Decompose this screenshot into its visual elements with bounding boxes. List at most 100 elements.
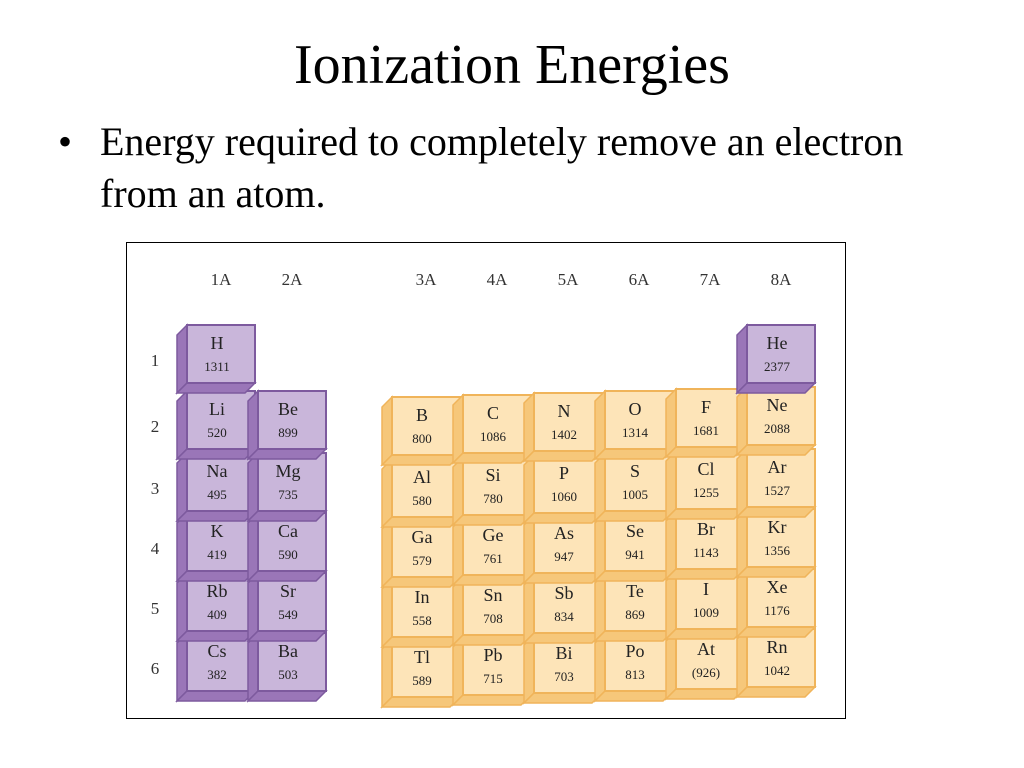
ionization-value: 1086 (480, 429, 507, 444)
element-cell-ar: Ar 1527 (735, 447, 817, 519)
cell-side (523, 513, 535, 585)
cell-bottom (522, 572, 604, 584)
cell-side (665, 629, 677, 701)
element-symbol: Sb (554, 583, 573, 603)
cell-bottom (735, 566, 817, 578)
ionization-value: 703 (554, 669, 574, 684)
element-cell-mg: Mg 735 (246, 451, 328, 523)
cell-face (186, 390, 256, 450)
group-label: 6A (629, 270, 651, 289)
cell-bottom (593, 630, 675, 642)
element-cell-rb: Rb 409 (175, 571, 257, 643)
element-cell-ba: Ba 503 (246, 631, 328, 703)
cell-side (594, 571, 606, 643)
element-symbol: B (416, 405, 428, 425)
element-cell-si: Si 780 (451, 455, 533, 527)
element-cell-b: B 800 (380, 395, 462, 467)
cell-side (176, 511, 188, 583)
cell-bottom (175, 570, 257, 582)
cell-bottom (522, 450, 604, 462)
cell-bottom (451, 452, 533, 464)
cell-face (533, 392, 603, 452)
cell-side (665, 449, 677, 521)
cell-side (523, 633, 535, 705)
ionization-energy-table: 1A 2A 3A 4A 5A 6A 7A 8A 1 2 3 4 5 6 Cs 382 Ba 503 Tl 589 Pb 7… (151, 270, 817, 709)
element-cell-al: Al 580 (380, 457, 462, 529)
element-symbol: Pb (483, 645, 502, 665)
element-symbol: S (630, 461, 640, 481)
cell-bottom (175, 630, 257, 642)
cell-face (604, 572, 674, 632)
ionization-value: 520 (207, 425, 227, 440)
element-symbol: Al (413, 467, 431, 487)
cell-side (665, 509, 677, 581)
element-cell-in: In 558 (380, 577, 462, 649)
cell-bottom (664, 446, 746, 458)
element-cell-po: Po 813 (593, 631, 675, 703)
ionization-value: 813 (625, 667, 645, 682)
cell-bottom (380, 696, 462, 708)
element-symbol: Po (625, 641, 644, 661)
ionization-value: 503 (278, 667, 298, 682)
element-cell-n: N 1402 (522, 391, 604, 463)
period-label: 1 (151, 351, 160, 370)
cell-side (381, 517, 393, 589)
ionization-value: 715 (483, 671, 503, 686)
element-symbol: N (558, 401, 571, 421)
slide-title: Ionization Energies (294, 34, 730, 96)
cell-face (391, 518, 461, 578)
ionization-value: 580 (412, 493, 432, 508)
element-cell-kr: Kr 1356 (735, 507, 817, 579)
cell-bottom (735, 444, 817, 456)
ionization-value: 869 (625, 607, 645, 622)
ionization-value: 382 (207, 667, 227, 682)
cell-side (736, 627, 748, 699)
cell-side (736, 507, 748, 579)
element-cell-h: H 1311 (175, 323, 257, 395)
ionization-value: 589 (412, 673, 432, 688)
cell-side (665, 387, 677, 459)
element-cell-at: At (926) (664, 629, 746, 701)
cell-face (186, 452, 256, 512)
cell-bottom (175, 690, 257, 702)
element-cell-o: O 1314 (593, 389, 675, 461)
element-cell-ne: Ne 2088 (735, 385, 817, 457)
element-symbol: K (211, 521, 224, 541)
cell-bottom (246, 690, 328, 702)
cell-side (247, 631, 259, 703)
element-cell-se: Se 941 (593, 511, 675, 583)
cell-face (746, 508, 816, 568)
period-label: 2 (151, 417, 160, 436)
group-label: 8A (771, 270, 793, 289)
ionization-value: 558 (412, 613, 432, 628)
element-symbol: Li (209, 399, 225, 419)
ionization-value: 2088 (764, 421, 790, 436)
element-symbol: Se (626, 521, 644, 541)
cell-side (594, 451, 606, 523)
period-label: 3 (151, 479, 160, 498)
ionization-value: 947 (554, 549, 574, 564)
cell-face (675, 450, 745, 510)
element-cell-ga: Ga 579 (380, 517, 462, 589)
element-symbol: Kr (768, 517, 787, 537)
ionization-value: 409 (207, 607, 227, 622)
ionization-value: 780 (483, 491, 503, 506)
cell-side (381, 457, 393, 529)
cell-face (186, 324, 256, 384)
cell-face (604, 512, 674, 572)
element-cell-k: K 419 (175, 511, 257, 583)
element-cell-s: S 1005 (593, 451, 675, 523)
group-label: 3A (416, 270, 438, 289)
cell-side (247, 389, 259, 461)
group-label: 4A (487, 270, 509, 289)
element-cell-c: C 1086 (451, 393, 533, 465)
element-symbol: F (701, 397, 711, 417)
element-symbol: Te (626, 581, 644, 601)
ionization-value: 735 (278, 487, 298, 502)
ionization-value: 1356 (764, 543, 791, 558)
element-cell-br: Br 1143 (664, 509, 746, 581)
cell-bottom (593, 570, 675, 582)
cell-face (604, 390, 674, 450)
ionization-value: 495 (207, 487, 227, 502)
cell-face (675, 388, 745, 448)
